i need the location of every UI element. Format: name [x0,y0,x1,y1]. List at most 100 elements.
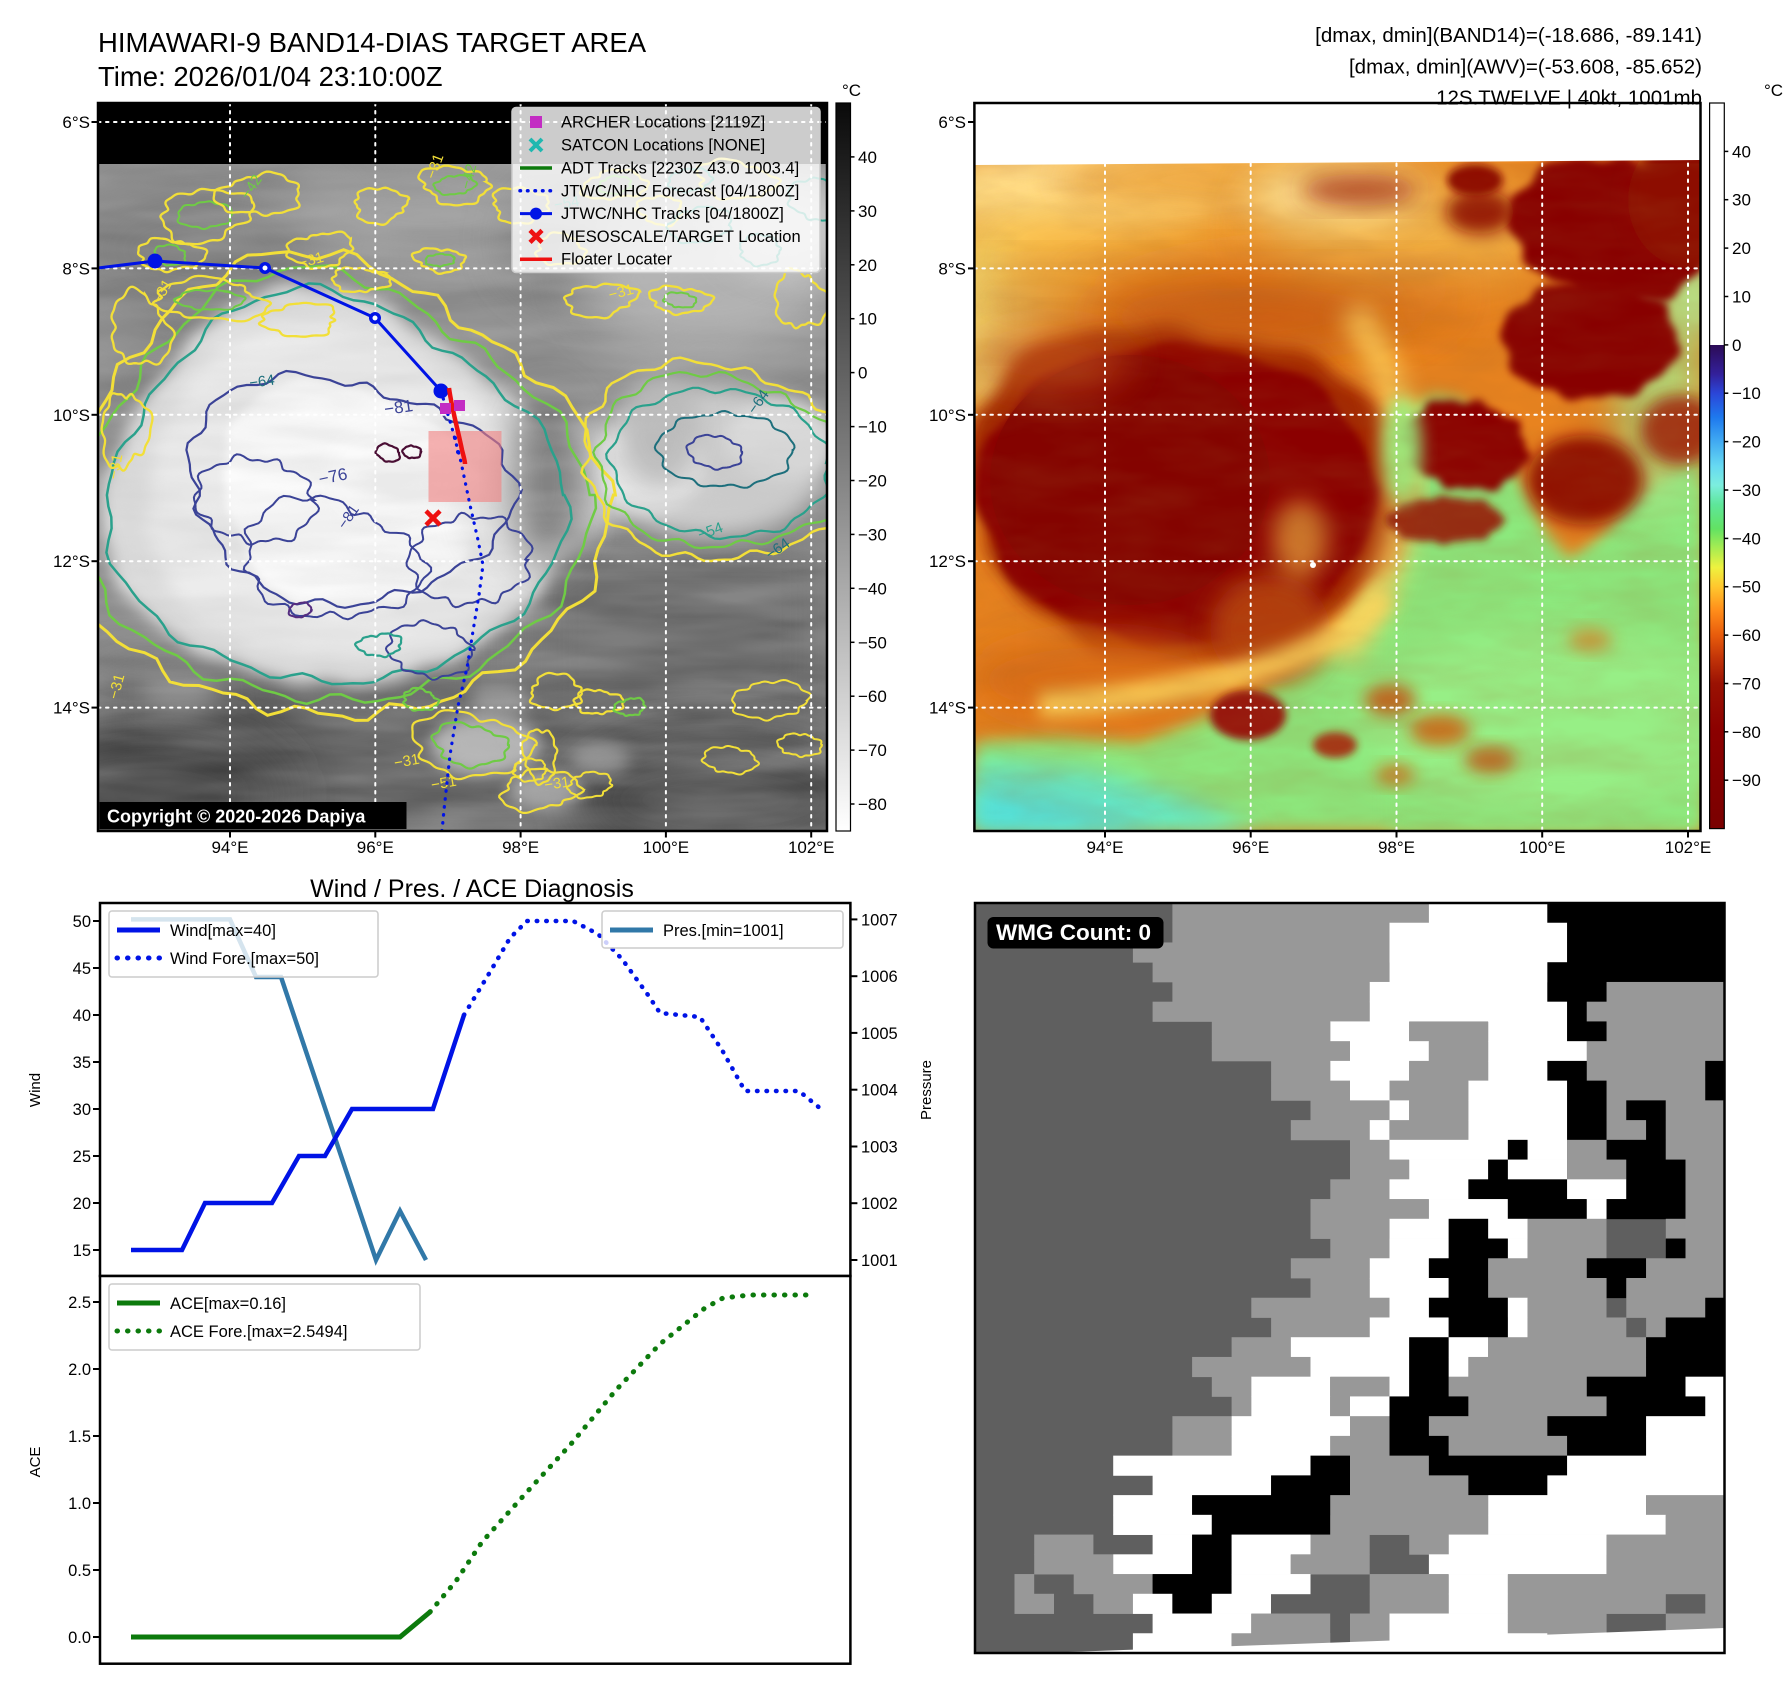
svg-text:25: 25 [73,1148,91,1166]
svg-text:ACE: ACE [27,1447,44,1478]
svg-text:20: 20 [1732,239,1751,258]
svg-text:SATCON Locations [NONE]: SATCON Locations [NONE] [561,137,765,155]
svg-text:1.0: 1.0 [68,1495,91,1513]
svg-text:1002: 1002 [861,1195,898,1213]
svg-text:8°S: 8°S [62,259,90,278]
svg-text:−80: −80 [858,795,887,814]
svg-text:94°E: 94°E [1086,838,1123,857]
svg-text:30: 30 [858,202,877,221]
svg-text:6°S: 6°S [62,113,90,132]
svg-text:1003: 1003 [861,1139,898,1157]
svg-text:−60: −60 [1732,626,1761,645]
svg-text:Wind: Wind [27,1073,44,1107]
svg-text:2.0: 2.0 [68,1361,91,1379]
svg-text:−31: −31 [297,249,326,272]
svg-text:Pressure: Pressure [918,1060,935,1120]
svg-text:Wind / Pres. / ACE Diagnosis: Wind / Pres. / ACE Diagnosis [310,875,634,903]
svg-text:JTWC/NHC Tracks [04/1800Z]: JTWC/NHC Tracks [04/1800Z] [561,205,784,223]
svg-text:Floater Locater: Floater Locater [561,251,672,269]
svg-text:40: 40 [73,1007,91,1025]
svg-text:Pres.[min=1001]: Pres.[min=1001] [663,922,784,940]
svg-text:1004: 1004 [861,1082,898,1100]
svg-text:0.0: 0.0 [68,1629,91,1647]
svg-text:ARCHER Locations [2119Z]: ARCHER Locations [2119Z] [561,114,765,132]
svg-text:96°E: 96°E [1232,838,1269,857]
svg-text:98°E: 98°E [502,838,539,857]
svg-text:12°S: 12°S [53,552,90,571]
svg-text:−10: −10 [858,418,887,437]
svg-text:−90: −90 [1732,771,1761,790]
svg-text:100°E: 100°E [1519,838,1566,857]
svg-text:1001: 1001 [861,1252,898,1270]
svg-text:−30: −30 [1732,481,1761,500]
svg-text:14°S: 14°S [53,699,90,718]
svg-text:0.5: 0.5 [68,1562,91,1580]
svg-text:1.5: 1.5 [68,1428,91,1446]
svg-text:10: 10 [858,310,877,329]
svg-text:1007: 1007 [861,911,898,929]
svg-text:−60: −60 [858,687,887,706]
svg-text:94°E: 94°E [211,838,248,857]
svg-text:40: 40 [1732,142,1751,161]
svg-text:8°S: 8°S [938,259,966,278]
svg-text:−80: −80 [1732,723,1761,742]
svg-text:−40: −40 [1732,529,1761,548]
svg-text:6°S: 6°S [938,113,966,132]
svg-text:−40: −40 [858,579,887,598]
svg-text:35: 35 [73,1054,91,1072]
svg-text:20: 20 [73,1195,91,1213]
svg-text:−42: −42 [457,162,480,191]
svg-text:MESOSCALE/TARGET Location: MESOSCALE/TARGET Location [561,228,801,246]
svg-text:15: 15 [73,1242,91,1260]
svg-text:102°E: 102°E [1665,838,1712,857]
svg-text:[dmax, dmin](BAND14)=(-18.686,: [dmax, dmin](BAND14)=(-18.686, -89.141) [1315,24,1702,47]
svg-text:10°S: 10°S [929,406,966,425]
svg-text:−31: −31 [393,751,421,772]
svg-text:−70: −70 [1732,675,1761,694]
svg-text:−50: −50 [858,633,887,652]
svg-text:102°E: 102°E [788,838,835,857]
svg-text:45: 45 [73,960,91,978]
svg-text:−31: −31 [607,281,636,304]
svg-text:20: 20 [858,256,877,275]
svg-text:2.5: 2.5 [68,1294,91,1312]
svg-text:WMG Count: 0: WMG Count: 0 [996,920,1151,945]
svg-text:30: 30 [1732,191,1751,210]
svg-text:−20: −20 [1732,433,1761,452]
svg-text:100°E: 100°E [643,838,690,857]
svg-text:10: 10 [1732,288,1751,307]
svg-text:Wind Fore.[max=50]: Wind Fore.[max=50] [170,950,319,968]
svg-text:Time: 2026/01/04 23:10:00Z: Time: 2026/01/04 23:10:00Z [98,61,443,92]
svg-text:−30: −30 [858,525,887,544]
svg-text:JTWC/NHC Forecast [04/1800Z]: JTWC/NHC Forecast [04/1800Z] [561,182,799,200]
svg-text:°C: °C [1764,81,1783,100]
svg-text:−50: −50 [1732,578,1761,597]
svg-text:Copyright © 2020-2026 Dapiya: Copyright © 2020-2026 Dapiya [107,807,366,827]
svg-text:Wind[max=40]: Wind[max=40] [170,922,276,940]
svg-text:30: 30 [73,1101,91,1119]
svg-text:10°S: 10°S [53,406,90,425]
svg-text:−31: −31 [543,774,571,794]
svg-text:0: 0 [858,364,867,383]
svg-text:−31: −31 [105,453,126,481]
svg-text:−20: −20 [858,472,887,491]
svg-text:HIMAWARI-9 BAND14-DIAS TARGET: HIMAWARI-9 BAND14-DIAS TARGET AREA [98,27,647,58]
svg-text:−51: −51 [430,773,458,794]
svg-text:−70: −70 [858,741,887,760]
svg-text:1005: 1005 [861,1025,898,1043]
svg-text:[dmax, dmin](AWV)=(-53.608, -8: [dmax, dmin](AWV)=(-53.608, -85.652) [1349,56,1702,79]
svg-text:−64: −64 [248,372,276,392]
svg-text:12S.TWELVE | 40kt, 1001mb: 12S.TWELVE | 40kt, 1001mb [1436,87,1702,110]
svg-text:°C: °C [842,81,861,100]
svg-text:14°S: 14°S [929,699,966,718]
svg-text:96°E: 96°E [357,838,394,857]
svg-text:ADT Tracks [2230Z 43.0 1003.4]: ADT Tracks [2230Z 43.0 1003.4] [561,160,799,178]
svg-text:−31: −31 [105,672,128,701]
svg-text:50: 50 [73,913,91,931]
svg-text:1006: 1006 [861,968,898,986]
svg-text:ACE[max=0.16]: ACE[max=0.16] [170,1295,286,1313]
svg-text:−81: −81 [383,396,414,419]
svg-text:ACE Fore.[max=2.5494]: ACE Fore.[max=2.5494] [170,1323,347,1341]
svg-text:98°E: 98°E [1378,838,1415,857]
svg-text:0: 0 [1732,336,1741,355]
